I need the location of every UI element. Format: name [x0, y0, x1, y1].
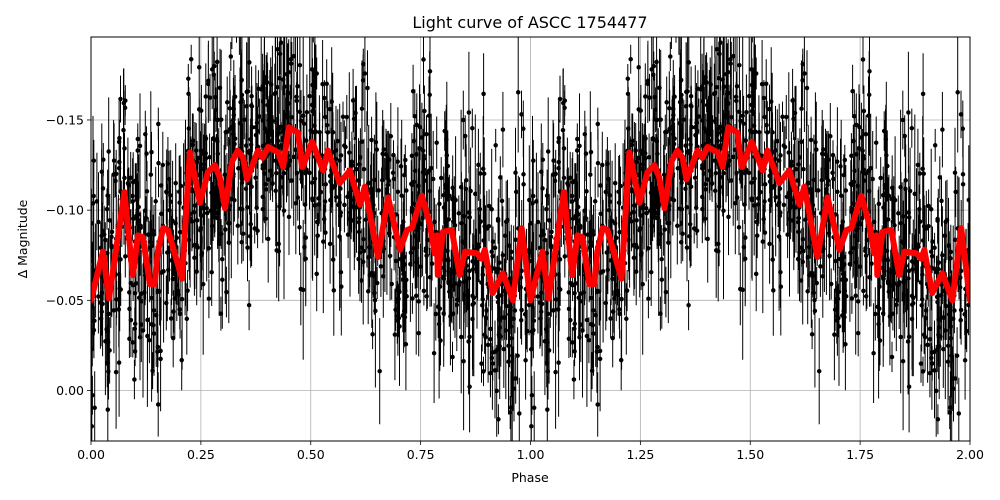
x-tick-label: 1.50	[736, 447, 764, 462]
x-tick-label: 2.00	[956, 447, 984, 462]
x-tick-label: 1.25	[626, 447, 654, 462]
model-curve	[91, 124, 970, 304]
y-axis-ticks: −0.15 −0.10 −0.05 0.00	[46, 112, 91, 398]
x-tick-label: 0.00	[77, 447, 105, 462]
y-tick-label: −0.05	[46, 293, 84, 308]
y-tick-label: −0.10	[46, 203, 84, 218]
y-tick-label: 0.00	[56, 383, 84, 398]
x-axis-ticks: 0.00 0.25 0.50 0.75 1.00 1.25 1.50 1.75 2.00	[77, 441, 984, 462]
y-tick-label: −0.15	[46, 112, 84, 127]
x-tick-label: 0.75	[407, 447, 435, 462]
x-tick-label: 0.25	[187, 447, 215, 462]
x-axis-label: Phase	[511, 470, 549, 485]
x-tick-label: 0.50	[297, 447, 325, 462]
x-tick-label: 1.00	[517, 447, 545, 462]
x-tick-label: 1.75	[846, 447, 874, 462]
y-axis-label: Δ Magnitude	[15, 199, 30, 278]
chart-title: Light curve of ASCC 1754477	[412, 13, 647, 32]
